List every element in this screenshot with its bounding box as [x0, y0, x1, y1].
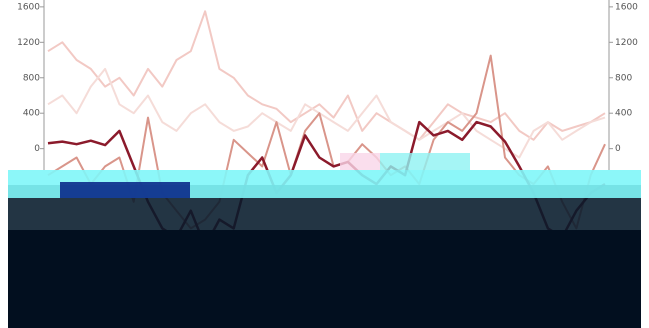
y2-tick-label: 1200 [615, 38, 638, 48]
y-tick-label: 1200 [17, 38, 40, 48]
y2-tick-label: 0 [615, 144, 621, 154]
y-tick-label: 400 [23, 109, 40, 119]
y-tick-label: 0 [34, 144, 40, 154]
y2-tick-label: 800 [615, 73, 632, 83]
plot [47, 10, 606, 248]
y-tick-label: 800 [23, 73, 40, 83]
line [47, 10, 606, 141]
line [47, 54, 606, 230]
glitch-overlay [8, 153, 641, 328]
line [47, 67, 606, 159]
y2-tick-label: 1600 [615, 2, 638, 12]
y2-tick-label: 400 [615, 109, 632, 119]
y-tick-label: 1600 [17, 2, 40, 12]
